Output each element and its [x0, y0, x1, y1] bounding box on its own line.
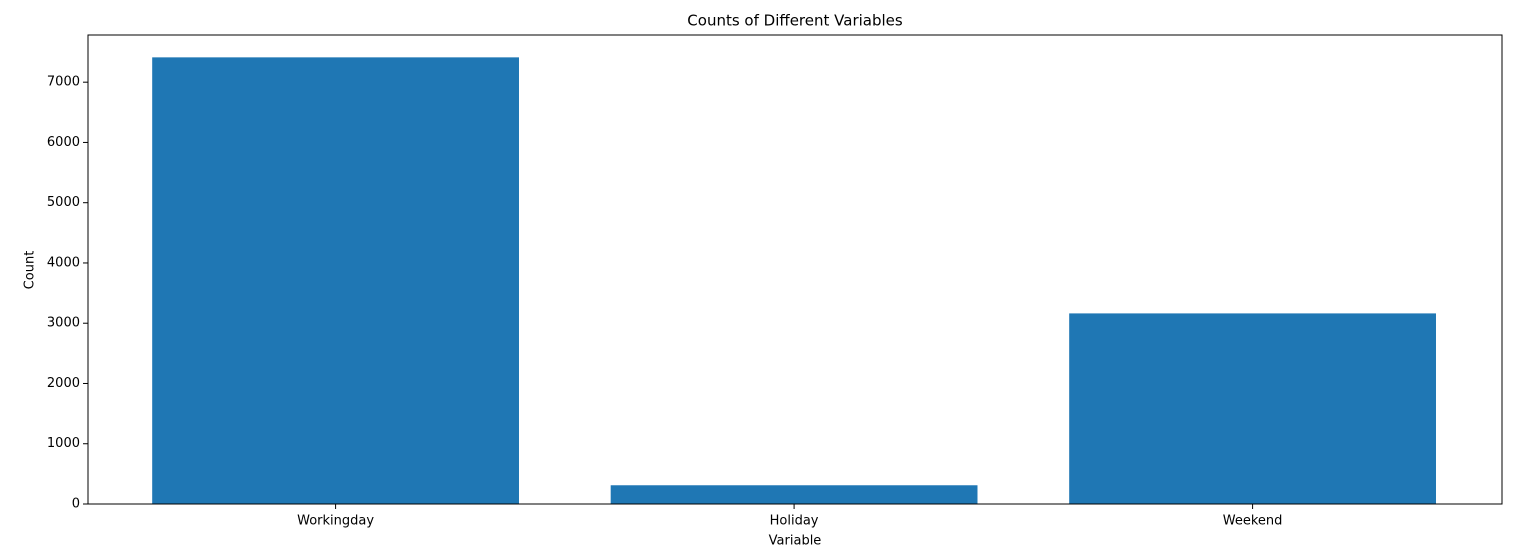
x-tick-label: Weekend	[1223, 514, 1283, 529]
x-tick-label: Holiday	[770, 514, 819, 529]
y-tick-label: 0	[72, 497, 80, 512]
y-tick-label: 7000	[47, 75, 80, 90]
bar	[152, 57, 519, 504]
plot-frame	[87, 34, 1503, 505]
y-tick-label: 6000	[47, 135, 80, 150]
x-tick-label: Workingday	[297, 514, 374, 529]
y-tick-label: 1000	[47, 436, 80, 451]
y-axis-label: Count	[23, 251, 38, 290]
y-tick-label: 3000	[47, 316, 80, 331]
y-tick-label: 2000	[47, 376, 80, 391]
bar	[610, 485, 978, 504]
bar	[1069, 313, 1436, 504]
y-tick-label: 4000	[47, 255, 80, 270]
chart-title: Counts of Different Variables	[687, 12, 903, 30]
y-tick-label: 5000	[47, 195, 80, 210]
x-axis-label: Variable	[769, 534, 822, 549]
